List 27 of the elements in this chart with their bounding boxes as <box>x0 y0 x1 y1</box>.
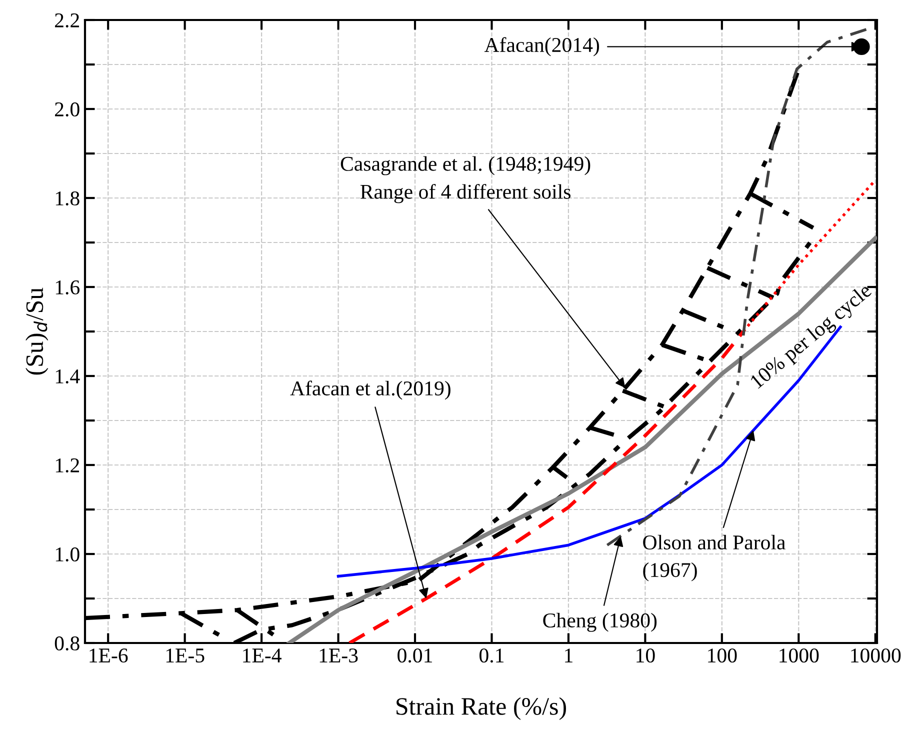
x-tick-label: 1E-5 <box>166 648 204 663</box>
annotation: 10% per log cycle <box>749 282 876 392</box>
annotation: Afacan(2014) <box>484 37 600 56</box>
y-tick-label: 0.8 <box>54 636 80 651</box>
y-tick-label: 1.8 <box>56 191 80 206</box>
annotation: Afacan et al.(2019) <box>290 380 450 400</box>
x-axis-title: Strain Rate (%/s) <box>396 697 566 720</box>
x-tick-label: 100 <box>708 648 737 663</box>
x-tick-label: 1E-3 <box>320 648 358 663</box>
y-tick-label: 2.0 <box>55 102 80 117</box>
y-tick-label: 2.2 <box>55 13 79 28</box>
x-tick-label: 1000 <box>780 648 819 663</box>
x-tick-label: 1E-4 <box>243 648 282 662</box>
x-tick-label: 0.1 <box>480 648 504 663</box>
annotation: Olson and Parola (1967) <box>643 534 786 582</box>
x-tick-label: 1 <box>565 648 572 662</box>
x-tick-label: 0.01 <box>398 648 432 663</box>
annotation: Cheng (1980) <box>543 612 657 632</box>
y-tick-label: 1.0 <box>56 547 80 562</box>
x-tick-label: 10 <box>636 648 655 663</box>
y-tick-label: 1.6 <box>56 280 80 295</box>
annotation: Casagrande et al. (1948;1949) Range of 4 different soils <box>340 156 590 204</box>
x-tick-label: 10000 <box>851 648 901 663</box>
y-tick-label: 1.2 <box>56 458 79 473</box>
y-tick-label: 1.4 <box>56 369 80 384</box>
x-tick-label: 1E-6 <box>90 648 128 663</box>
y-axis-title: (Su)$_{d}$/Su <box>26 288 48 375</box>
